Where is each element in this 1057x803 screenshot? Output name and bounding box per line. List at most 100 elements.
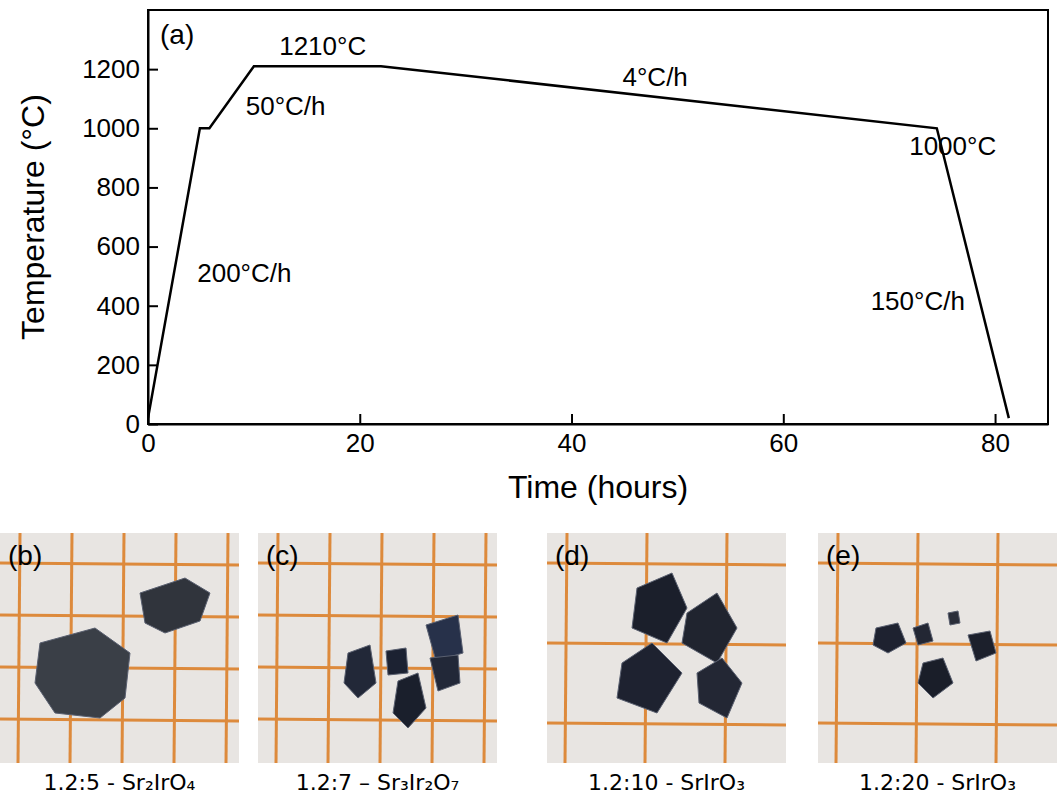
crystal [35, 628, 130, 718]
paper [0, 533, 239, 763]
tick-label: 400 [97, 291, 140, 321]
photo-caption: 1.2:7 – Sr₃Ir₂O₇ [296, 770, 460, 795]
panel-label: (c) [266, 540, 299, 571]
tick: 800 [97, 172, 158, 202]
tick-mark [148, 128, 158, 130]
grid-paper-line [916, 533, 918, 763]
paper [818, 533, 1057, 763]
crystal [140, 578, 210, 633]
tick-label: 600 [97, 231, 140, 261]
annotation: 200°C/h [197, 258, 291, 288]
photo-caption: 1.2:10 - SrIrO₃ [588, 770, 745, 795]
plot-frame [148, 10, 1048, 424]
crystal [344, 645, 376, 698]
panel-label: (b) [8, 540, 42, 571]
tick-mark [571, 414, 573, 424]
grid-paper-line [818, 723, 1057, 725]
crystal [430, 655, 460, 691]
tick-label: 800 [97, 172, 140, 202]
grid-paper-line [258, 615, 497, 617]
crystal [873, 623, 906, 653]
tick: 1200 [82, 54, 158, 84]
y-axis-title: Temperature (°C) [15, 94, 51, 340]
panel-label: (e) [826, 540, 860, 571]
tick-mark [148, 187, 158, 189]
x-axis-title: Time (hours) [508, 469, 688, 505]
grid-paper-line [174, 533, 176, 763]
crystal [386, 648, 408, 675]
photo [547, 533, 786, 763]
crystal [393, 673, 426, 728]
tick-mark [148, 305, 158, 307]
tick-label: 0 [141, 428, 155, 458]
grid-paper-line [547, 723, 786, 725]
grid-paper-line [0, 615, 239, 617]
annotation: 4°C/h [623, 62, 688, 92]
x-axis: 0 20 40 60 80 [141, 414, 1048, 458]
plot-area [148, 66, 1009, 418]
tick: 40 [558, 414, 587, 458]
grid-paper-line [258, 719, 497, 721]
tick-label: 1000 [82, 113, 140, 143]
tick: 400 [97, 291, 158, 321]
photo-panel: (d) 1.2:10 - SrIrO₃ [485, 483, 807, 803]
grid-paper-line [818, 643, 1057, 645]
crystal [617, 643, 682, 713]
grid-paper-line [258, 667, 497, 669]
tick: 600 [97, 231, 158, 261]
panel-label: (d) [555, 540, 589, 571]
tick-label: 1200 [82, 54, 140, 84]
annotation: 50°C/h [246, 91, 326, 121]
photo [258, 533, 497, 763]
tick-label: 200 [97, 350, 140, 380]
tick-mark [148, 69, 158, 71]
tick-mark [148, 246, 158, 248]
panel-label: (a) [160, 19, 194, 50]
photo [0, 533, 239, 763]
crystal [426, 615, 463, 661]
grid-paper-line [380, 533, 382, 763]
grid-paper-line [226, 533, 228, 763]
axis-line [148, 11, 150, 425]
crystal [632, 573, 687, 643]
photo-panel: (b) 1.2:5 - Sr₂IrO₄ [0, 511, 280, 803]
tick: 80 [981, 414, 1010, 458]
grid-paper-line [996, 533, 998, 763]
paper [547, 533, 786, 763]
temperature-line [148, 66, 1009, 418]
annotation: 1210°C [279, 31, 366, 61]
tick: 200 [97, 350, 158, 380]
tick-mark [783, 414, 785, 424]
tick: 20 [346, 414, 375, 458]
crystal [948, 611, 960, 625]
tick: 1000 [82, 113, 158, 143]
tick-label: 0 [126, 409, 140, 439]
tick-mark [148, 424, 158, 426]
tick-mark [995, 414, 997, 424]
annotation: 150°C/h [871, 286, 965, 316]
paper [258, 533, 497, 763]
tick-label: 60 [769, 428, 798, 458]
photo [818, 533, 1057, 763]
grid-paper-line [328, 533, 330, 763]
tick-label: 80 [981, 428, 1010, 458]
crystal [968, 631, 996, 661]
grid-paper-line [0, 719, 239, 721]
tick-label: 40 [558, 428, 587, 458]
figure: 020406080020040060080010001200Time (hour… [0, 0, 1057, 803]
annotation: 1000°C [909, 131, 996, 161]
photo-panel: (c) 1.2:7 – Sr₃Ir₂O₇ [224, 511, 538, 803]
crystal [918, 658, 953, 698]
tick-mark [148, 364, 158, 366]
photo-caption: 1.2:5 - Sr₂IrO₄ [44, 770, 196, 795]
photo-caption: 1.2:20 - SrIrO₃ [859, 770, 1016, 795]
tick-label: 20 [346, 428, 375, 458]
y-axis: 0 200 400 600 800 1000 1200 [82, 11, 158, 439]
crystal [682, 593, 737, 663]
crystal [913, 623, 933, 645]
axis-line [149, 424, 1049, 426]
tick-mark [359, 414, 361, 424]
tick: 0 [126, 409, 158, 439]
tick: 60 [769, 414, 798, 458]
crystal [697, 658, 742, 718]
